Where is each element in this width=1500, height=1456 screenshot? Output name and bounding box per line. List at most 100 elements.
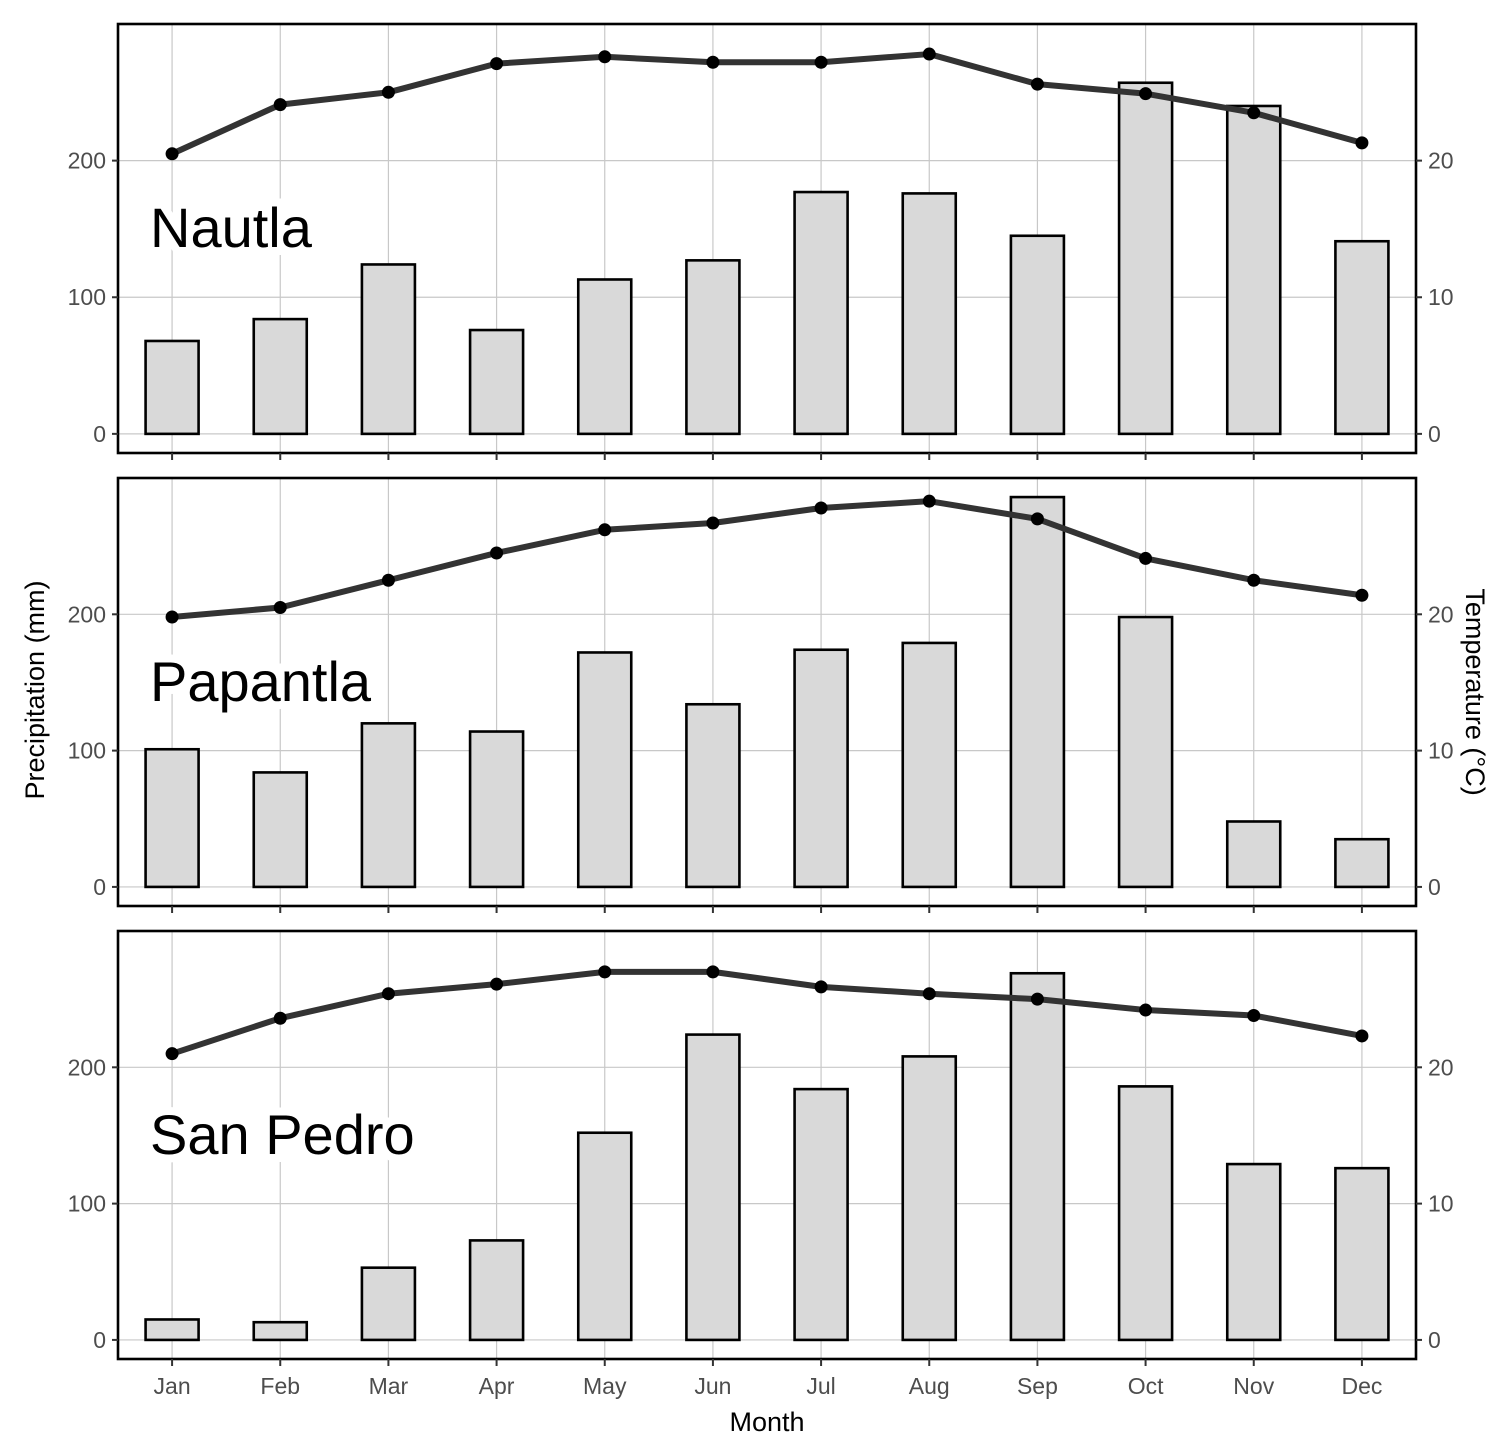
temperature-point: [165, 1047, 179, 1061]
precipitation-bar: [360, 1266, 417, 1342]
x-tick-label: Aug: [909, 1373, 950, 1399]
x-tick-label: Jun: [694, 1373, 731, 1399]
precipitation-bar: [1334, 837, 1390, 889]
x-axis-ticks: Jan Feb Mar Apr May Jun Jul Aug Sep Oct Nov Dec: [154, 1373, 1383, 1399]
panel-title: Nautla: [150, 196, 313, 259]
temperature-point: [814, 980, 828, 994]
temperature-point: [381, 85, 395, 99]
temperature-point: [1139, 551, 1153, 565]
y-tick-label: 100: [68, 284, 106, 310]
y-axis-title: Precipitation (mm): [20, 580, 50, 799]
precipitation-bar: [901, 1055, 958, 1342]
precipitation-bar: [685, 1033, 741, 1342]
temperature-point: [490, 546, 504, 560]
y2-tick-label: 0: [1428, 1327, 1441, 1353]
temperature-point: [1030, 77, 1044, 91]
temperature-point: [706, 55, 720, 69]
precipitation-bar: [468, 328, 525, 436]
temperature-point: [598, 523, 612, 537]
temperature-point: [165, 610, 179, 624]
y2-axis-title: Temperature (°C): [1460, 588, 1490, 795]
precipitation-bar: [360, 722, 417, 889]
x-tick-label: Jul: [806, 1373, 835, 1399]
temperature-point: [273, 600, 287, 614]
temperature-point: [1139, 87, 1153, 101]
temperature-point: [1355, 588, 1369, 602]
precipitation-bar: [252, 317, 309, 436]
x-tick-label: Nov: [1233, 1373, 1274, 1399]
x-tick-label: May: [583, 1373, 627, 1399]
x-tick-label: Oct: [1128, 1373, 1164, 1399]
precipitation-bar: [1117, 1085, 1174, 1342]
temperature-point: [1247, 106, 1261, 120]
temperature-point: [922, 494, 936, 508]
precipitation-bar: [576, 651, 633, 889]
precipitation-bar: [252, 771, 309, 889]
y2-tick-label: 10: [1428, 284, 1454, 310]
temperature-point: [814, 55, 828, 69]
panel-title: Papantla: [150, 650, 372, 713]
y2-tick-label: 10: [1428, 738, 1454, 764]
x-tick-label: Jan: [154, 1373, 191, 1399]
temperature-point: [165, 147, 179, 161]
temperature-point: [273, 1011, 287, 1025]
temperature-point: [490, 57, 504, 71]
temperature-point: [1247, 573, 1261, 587]
temperature-point: [273, 98, 287, 112]
y2-tick-label: 10: [1428, 1191, 1454, 1217]
temperature-point: [922, 987, 936, 1001]
precipitation-bar: [685, 259, 741, 436]
x-tick-label: Dec: [1341, 1373, 1382, 1399]
precipitation-bar: [1117, 615, 1174, 889]
precipitation-bar: [468, 1239, 525, 1342]
precipitation-bar: [793, 190, 849, 436]
y2-tick-label: 20: [1428, 1054, 1454, 1080]
y-tick-label: 200: [68, 601, 106, 627]
precipitation-bar: [685, 702, 741, 889]
precipitation-bar: [468, 730, 525, 889]
precipitation-bar: [1117, 81, 1174, 436]
x-axis-title: Month: [729, 1407, 804, 1437]
temperature-point: [598, 50, 612, 64]
precipitation-bar: [144, 339, 200, 436]
y2-tick-label: 20: [1428, 148, 1454, 174]
panel-nautla: Nautla 0 100 200 0 10 20: [68, 22, 1454, 460]
precipitation-bar: [576, 1131, 633, 1342]
precipitation-bar: [252, 1320, 309, 1342]
y-tick-label: 0: [93, 421, 106, 447]
temperature-point: [922, 47, 936, 61]
temperature-point: [1355, 136, 1369, 150]
y-tick-label: 0: [93, 1327, 106, 1353]
x-tick-label: Feb: [260, 1373, 300, 1399]
temperature-point: [706, 965, 720, 979]
temperature-point: [1030, 992, 1044, 1006]
temperature-point: [814, 501, 828, 515]
y-tick-label: 0: [93, 874, 106, 900]
precipitation-bar: [1225, 1162, 1282, 1342]
temperature-point: [1247, 1009, 1261, 1023]
temperature-point: [598, 965, 612, 979]
temperature-point: [381, 987, 395, 1001]
precipitation-bar: [793, 1087, 849, 1342]
precipitation-bar: [1009, 495, 1066, 889]
precipitation-bar: [1009, 971, 1066, 1342]
y-tick-label: 200: [68, 1054, 106, 1080]
chart-panels: Nautla010020001020Papantla010020001020Sa…: [68, 22, 1454, 1366]
temperature-point: [1355, 1029, 1369, 1043]
panel-frame: [116, 476, 1418, 908]
y-tick-label: 100: [68, 1191, 106, 1217]
y2-tick-label: 20: [1428, 601, 1454, 627]
precipitation-bar: [901, 641, 958, 889]
panel-papantla: Papantla 0 100 200 0 10 20: [68, 476, 1454, 913]
precipitation-bar: [901, 192, 958, 436]
precipitation-bar: [1334, 239, 1390, 436]
x-tick-label: Apr: [479, 1373, 515, 1399]
precipitation-bar: [793, 648, 849, 889]
precipitation-bar: [576, 278, 633, 436]
temperature-point: [381, 573, 395, 587]
x-tick-label: Sep: [1017, 1373, 1058, 1399]
precipitation-bar: [360, 263, 417, 436]
precipitation-bar: [144, 747, 200, 889]
precipitation-bar: [1225, 820, 1282, 889]
